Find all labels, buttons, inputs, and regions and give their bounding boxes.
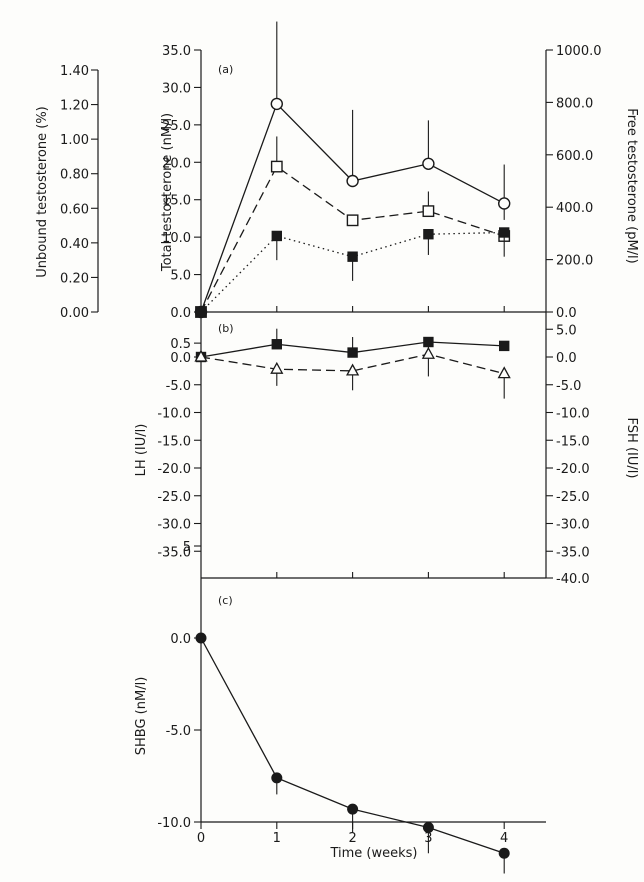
data-point-fsh — [270, 361, 284, 374]
data-point-lh — [271, 339, 282, 350]
shbg-axis-title: SHBG (nM/l) — [134, 677, 149, 756]
tick-label-free-testosterone: 400.0 — [556, 201, 593, 216]
tick-label-unbound-testosterone: 1.40 — [60, 64, 89, 79]
x-tick-label: 4 — [500, 831, 508, 846]
tick-label-unbound-testosterone: 0.40 — [60, 237, 89, 252]
tick-label-fsh: -35.0 — [556, 545, 590, 560]
panel-label-a: (a) — [218, 63, 233, 76]
tick-label-fsh: -40.0 — [556, 572, 590, 587]
data-point-fsh — [194, 349, 208, 362]
data-point-unbound-testosterone — [195, 306, 207, 318]
data-point-shbg — [271, 772, 283, 784]
panel-label-c: (c) — [218, 594, 233, 607]
tick-label-shbg: 0.0 — [170, 632, 191, 647]
tick-label-unbound-testosterone: 0.80 — [60, 168, 89, 183]
data-point-free-testosterone — [346, 214, 359, 227]
x-axis-title: Time (weeks) — [329, 846, 417, 861]
tick-label-unbound-testosterone: 0.60 — [60, 202, 89, 217]
tick-label-fsh: -10.0 — [556, 407, 590, 422]
data-point-unbound-testosterone — [423, 229, 434, 240]
tick-label-shbg: 5 — [183, 540, 191, 555]
tick-label-lh: -30.0 — [157, 518, 191, 533]
axes-layer: 35.030.025.020.015.010.05.00.01000.0800.… — [60, 44, 602, 846]
series-layer — [194, 21, 511, 874]
tick-label-total-testosterone: 5.0 — [170, 269, 191, 284]
tick-label-free-testosterone: 200.0 — [556, 254, 593, 269]
tick-label-total-testosterone: 10.0 — [162, 231, 191, 246]
tick-label-unbound-testosterone: 1.00 — [60, 133, 89, 148]
data-point-shbg — [347, 803, 359, 815]
tick-label-total-testosterone: 25.0 — [162, 119, 191, 134]
data-point-free-testosterone — [422, 205, 435, 218]
tick-label-free-testosterone: 800.0 — [556, 96, 593, 111]
data-point-fsh — [346, 363, 360, 376]
tick-label-total-testosterone: 20.0 — [162, 156, 191, 171]
data-point-shbg — [195, 632, 207, 644]
tick-label-lh: -5.0 — [166, 379, 191, 394]
tick-label-lh: -10.0 — [157, 407, 191, 422]
panel-label-b: (b) — [218, 322, 234, 335]
x-tick-label: 2 — [348, 831, 356, 846]
data-point-lh — [347, 347, 358, 358]
data-point-unbound-testosterone — [271, 230, 282, 242]
data-point-lh — [499, 340, 510, 352]
tick-label-fsh: -20.0 — [556, 462, 590, 477]
tick-label-total-testosterone: 15.0 — [162, 194, 191, 209]
free-testosterone-axis-title: Free testosterone (pM/l) — [624, 108, 639, 264]
tick-label-lh: -15.0 — [157, 434, 191, 449]
tick-label-unbound-testosterone: 0.00 — [60, 306, 89, 321]
tick-label-fsh: -15.0 — [556, 434, 590, 449]
x-tick-label: 1 — [273, 831, 281, 846]
tick-label-shbg: -5.0 — [166, 724, 191, 739]
total-testosterone-axis-title: Total testosterone (nM/l) — [160, 113, 175, 272]
tick-label-total-testosterone: 35.0 — [162, 44, 191, 59]
series-line-fsh — [200, 353, 505, 375]
data-point-total-testosterone — [422, 157, 435, 170]
tick-label-unbound-testosterone: 1.20 — [60, 99, 89, 114]
tick-label-fsh: -30.0 — [556, 518, 590, 533]
tick-label-shbg: -10.0 — [157, 816, 191, 831]
tick-label-free-testosterone: 600.0 — [556, 149, 593, 164]
tick-label-total-testosterone: 0.0 — [170, 306, 191, 321]
data-point-lh — [423, 336, 434, 348]
data-point-total-testosterone — [498, 197, 511, 210]
tick-label-lh: -20.0 — [157, 462, 191, 477]
data-point-fsh — [421, 346, 435, 359]
lh-axis-title: LH (IU/l) — [134, 424, 149, 477]
tick-label-fsh: 5.0 — [556, 323, 577, 338]
tick-label-lh: -35.0 — [157, 545, 191, 560]
tick-label-fsh: -5.0 — [556, 379, 581, 394]
data-point-unbound-testosterone — [499, 227, 510, 238]
data-point-shbg — [422, 822, 434, 834]
tick-label-free-testosterone: 0.0 — [556, 306, 577, 321]
fsh-axis-title: FSH (IU/l) — [624, 418, 639, 479]
data-point-total-testosterone — [270, 97, 283, 111]
far-left-axis-title: Unbound testosterone (%) — [35, 106, 50, 278]
data-point-free-testosterone — [270, 160, 283, 173]
tick-label-free-testosterone: 1000.0 — [556, 44, 602, 59]
data-point-unbound-testosterone — [347, 251, 358, 262]
data-point-total-testosterone — [346, 174, 359, 188]
tick-label-lh: -25.0 — [157, 490, 191, 505]
tick-label-unbound-testosterone: 0.20 — [60, 271, 89, 286]
tick-label-fsh: -25.0 — [556, 490, 590, 505]
tick-label-total-testosterone: 30.0 — [162, 81, 191, 96]
x-tick-label: 0 — [197, 831, 205, 846]
tick-label-lh: 0.5 — [170, 337, 191, 352]
data-point-fsh — [497, 366, 511, 379]
data-point-shbg — [498, 847, 510, 859]
tick-label-fsh: 0.0 — [556, 351, 577, 366]
tick-label-lh: 0.0 — [170, 351, 191, 366]
